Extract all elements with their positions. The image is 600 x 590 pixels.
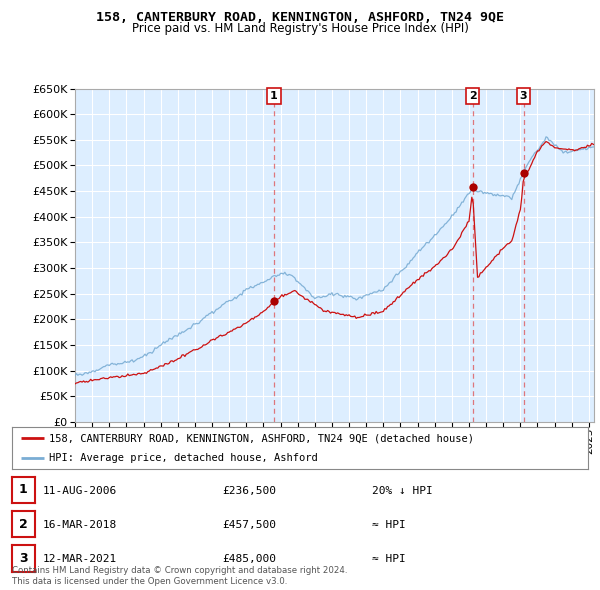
Text: Price paid vs. HM Land Registry's House Price Index (HPI): Price paid vs. HM Land Registry's House …: [131, 22, 469, 35]
Text: ≈ HPI: ≈ HPI: [372, 554, 406, 564]
Text: 2: 2: [19, 517, 28, 530]
Text: HPI: Average price, detached house, Ashford: HPI: Average price, detached house, Ashf…: [49, 453, 318, 463]
Text: ≈ HPI: ≈ HPI: [372, 520, 406, 530]
Text: £236,500: £236,500: [222, 486, 276, 496]
Text: 1: 1: [270, 91, 278, 101]
Text: 158, CANTERBURY ROAD, KENNINGTON, ASHFORD, TN24 9QE (detached house): 158, CANTERBURY ROAD, KENNINGTON, ASHFOR…: [49, 434, 475, 444]
Text: 158, CANTERBURY ROAD, KENNINGTON, ASHFORD, TN24 9QE: 158, CANTERBURY ROAD, KENNINGTON, ASHFOR…: [96, 11, 504, 24]
Text: 3: 3: [520, 91, 527, 101]
Text: Contains HM Land Registry data © Crown copyright and database right 2024.: Contains HM Land Registry data © Crown c…: [12, 566, 347, 575]
Text: 20% ↓ HPI: 20% ↓ HPI: [372, 486, 433, 496]
Text: 11-AUG-2006: 11-AUG-2006: [43, 486, 118, 496]
Text: 2: 2: [469, 91, 476, 101]
Text: £457,500: £457,500: [222, 520, 276, 530]
Text: £485,000: £485,000: [222, 554, 276, 564]
Text: 16-MAR-2018: 16-MAR-2018: [43, 520, 118, 530]
Text: 1: 1: [19, 483, 28, 496]
Text: 12-MAR-2021: 12-MAR-2021: [43, 554, 118, 564]
Text: This data is licensed under the Open Government Licence v3.0.: This data is licensed under the Open Gov…: [12, 577, 287, 586]
Text: 3: 3: [19, 552, 28, 565]
